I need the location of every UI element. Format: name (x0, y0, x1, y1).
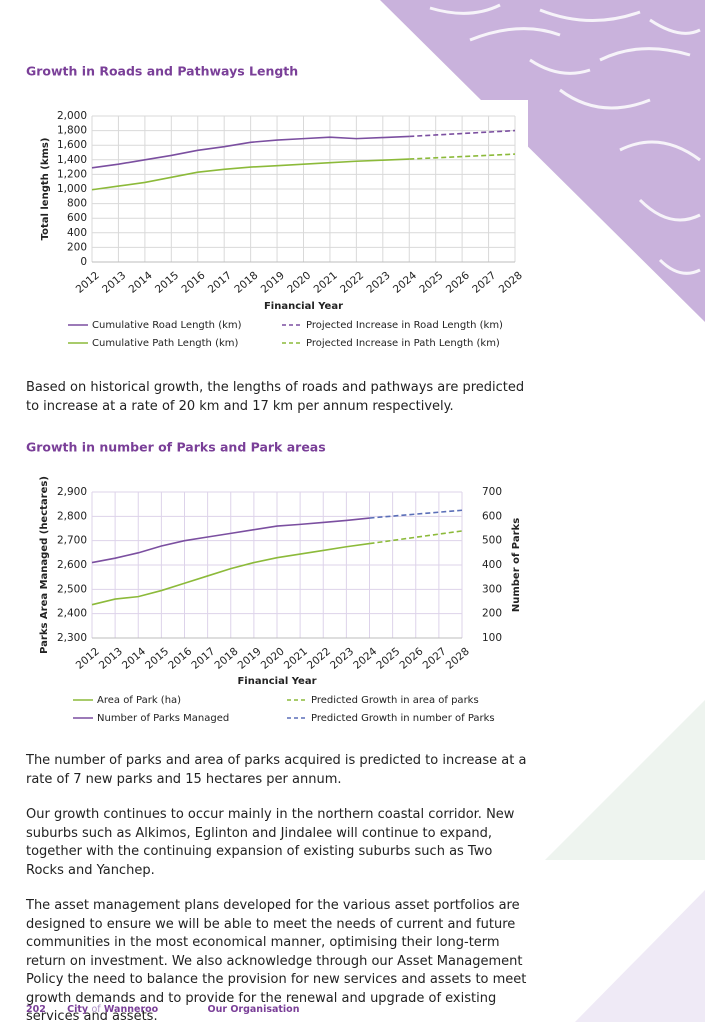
data-line (91, 158, 410, 191)
x-tick-label: 2016 (179, 269, 207, 296)
x-tick-label: 2017 (206, 269, 234, 295)
data-line (91, 135, 410, 169)
y-tick-label: 600 (67, 212, 87, 224)
x-tick-label: 2024 (391, 269, 419, 296)
data-line (409, 129, 516, 138)
footer: 202 City of Wanneroo Our Organisation (26, 1004, 299, 1015)
legend-label: Projected Increase in Path Length (km) (306, 338, 500, 349)
y-tick-label: 800 (67, 198, 87, 210)
org-name: City (67, 1004, 89, 1015)
x-tick-label: 2027 (470, 269, 498, 295)
x-axis-label: Financial Year (237, 676, 316, 687)
legend-label: Projected Increase in Road Length (km) (306, 320, 503, 331)
y-tick-label: 2,000 (57, 110, 87, 122)
x-axis-label: Financial Year (264, 301, 343, 312)
y2-tick-label: 600 (482, 510, 502, 522)
x-tick-label: 2023 (328, 645, 356, 671)
x-tick-label: 2024 (351, 645, 379, 672)
paragraph-group: The number of parks and area of parks ac… (26, 752, 531, 1022)
x-tick-label: 2027 (421, 645, 449, 671)
y2-tick-label: 100 (482, 632, 502, 644)
y-tick-label: 0 (80, 256, 87, 268)
chart-title: Growth in Roads and Pathways Length (26, 64, 298, 79)
legend-label: Area of Park (ha) (97, 695, 181, 706)
y-tick-label: 2,500 (57, 583, 87, 595)
x-tick-label: 2028 (444, 645, 472, 671)
x-tick-label: 2022 (338, 269, 366, 295)
x-tick-label: 2025 (417, 269, 445, 295)
x-tick-label: 2018 (212, 645, 240, 671)
y2-tick-label: 300 (482, 583, 502, 595)
org-name: Wanneroo (103, 1004, 159, 1015)
x-tick-label: 2028 (497, 269, 525, 295)
legend-label: Predicted Growth in area of parks (311, 695, 479, 706)
data-line (91, 517, 370, 564)
x-tick-label: 2013 (97, 645, 125, 671)
x-tick-label: 2016 (166, 645, 194, 672)
y-tick-label: 2,600 (57, 559, 87, 571)
x-tick-label: 2025 (374, 645, 402, 671)
page-number: 202 (26, 1004, 46, 1015)
data-line (91, 542, 370, 606)
y-axis-label: Total length (kms) (40, 138, 51, 241)
y-tick-label: 2,300 (57, 632, 87, 644)
legend-label: Predicted Growth in number of Parks (311, 713, 495, 724)
chart-title: Growth in number of Parks and Park areas (26, 440, 326, 455)
y-tick-label: 1,000 (57, 183, 87, 195)
y-tick-label: 200 (67, 241, 87, 253)
y-tick-label: 2,700 (57, 535, 87, 547)
x-tick-label: 2012 (74, 645, 102, 671)
y-tick-label: 2,800 (57, 510, 87, 522)
paragraph: The number of parks and area of parks ac… (26, 753, 527, 787)
x-tick-label: 2017 (189, 645, 217, 671)
y-tick-label: 1,600 (57, 139, 87, 151)
x-tick-label: 2022 (305, 645, 333, 671)
x-tick-label: 2013 (100, 269, 128, 295)
x-tick-label: 2018 (232, 269, 260, 295)
x-tick-label: 2026 (444, 269, 472, 296)
x-tick-label: 2021 (282, 645, 310, 671)
paragraph: Our growth continues to occur mainly in … (26, 807, 515, 878)
x-tick-label: 2019 (259, 269, 287, 295)
y-tick-label: 1,200 (57, 168, 87, 180)
x-tick-label: 2014 (127, 269, 155, 296)
y-tick-label: 400 (67, 227, 87, 239)
y-tick-label: 2,400 (57, 608, 87, 620)
data-line (409, 153, 516, 160)
legend-label: Number of Parks Managed (97, 713, 229, 724)
y2-tick-label: 400 (482, 559, 502, 571)
legend-label: Cumulative Road Length (km) (92, 320, 242, 331)
y2-tick-label: 700 (482, 486, 502, 498)
y-tick-label: 2,900 (57, 486, 87, 498)
paragraph: Based on historical growth, the lengths … (26, 380, 525, 414)
x-tick-label: 2020 (285, 269, 313, 295)
paragraph: The asset management plans developed for… (26, 898, 527, 1022)
y2-tick-label: 200 (482, 608, 502, 620)
y2-tick-label: 500 (482, 535, 502, 547)
x-tick-label: 2012 (74, 269, 102, 295)
x-tick-label: 2015 (153, 269, 181, 295)
x-tick-label: 2021 (312, 269, 340, 295)
x-tick-label: 2023 (364, 269, 392, 295)
y-tick-label: 1,400 (57, 154, 87, 166)
x-tick-label: 2026 (397, 645, 425, 672)
x-tick-label: 2020 (259, 645, 287, 671)
section-name: Our Organisation (207, 1004, 300, 1015)
y-tick-label: 1,800 (57, 125, 87, 137)
y2-axis-label: Number of Parks (511, 518, 522, 612)
y-axis-label: Parks Area Managed (hectares) (39, 476, 50, 654)
x-tick-label: 2014 (120, 645, 148, 672)
x-tick-label: 2019 (236, 645, 264, 671)
org-name: of (91, 1004, 101, 1015)
legend-label: Cumulative Path Length (km) (92, 338, 239, 349)
x-tick-label: 2015 (143, 645, 171, 671)
